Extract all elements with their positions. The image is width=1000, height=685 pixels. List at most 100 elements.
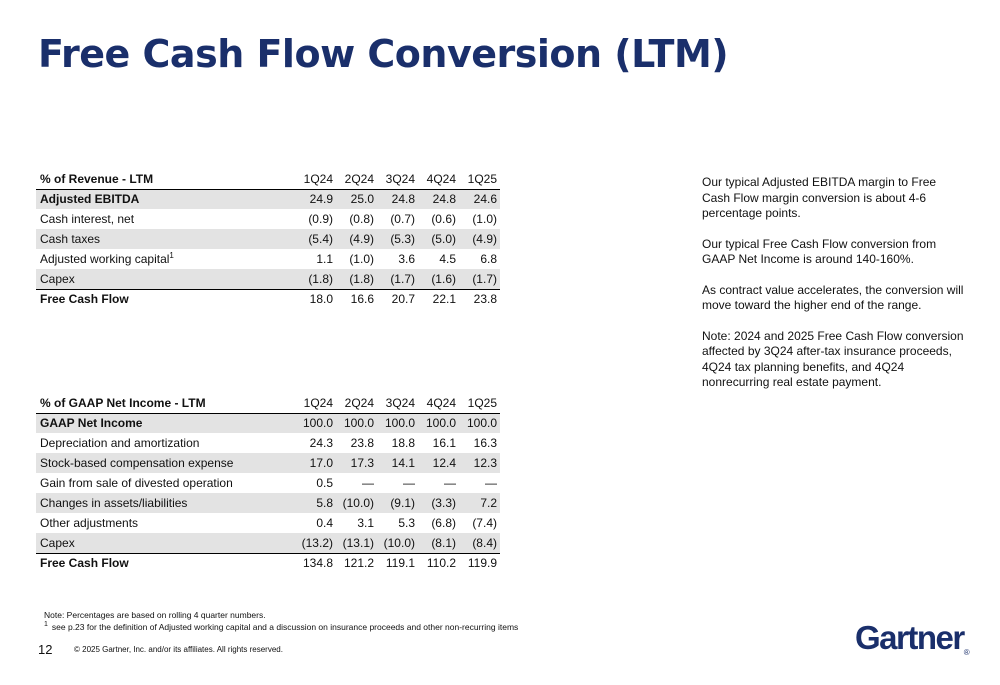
- commentary-paragraph: Note: 2024 and 2025 Free Cash Flow conve…: [702, 328, 964, 390]
- table-row: Adjusted EBITDA 24.9 25.0 24.8 24.8 24.6: [36, 189, 500, 209]
- cell-value: (4.9): [336, 229, 377, 249]
- cell-value: 110.2: [418, 552, 459, 573]
- cell-value: 100.0: [295, 413, 336, 433]
- cell-value: (5.0): [418, 229, 459, 249]
- footnote-definition: 1 see p.23 for the definition of Adjusted…: [44, 621, 518, 632]
- footnote-marker: 1: [169, 251, 174, 260]
- cell-value: (3.3): [418, 493, 459, 513]
- copyright: © 2025 Gartner, Inc. and/or its affiliat…: [74, 645, 283, 654]
- cell-value: (0.6): [431, 212, 456, 226]
- row-label: Free Cash Flow: [36, 288, 295, 309]
- row-label-text: Adjusted working capital: [40, 252, 170, 266]
- cell-value: (10.0): [377, 533, 418, 553]
- cell-value: (1.6): [418, 269, 459, 289]
- cell-value: 4.5: [439, 252, 456, 266]
- row-label: Adjusted EBITDA: [36, 189, 295, 209]
- cell-value: 14.1: [377, 453, 418, 473]
- cell-value: 23.8: [350, 436, 374, 450]
- cell-value: (9.1): [377, 493, 418, 513]
- cell-value: (1.8): [295, 269, 336, 289]
- table-header-label: % of GAAP Net Income - LTM: [36, 393, 295, 414]
- row-label: Cash taxes: [36, 229, 295, 249]
- cell-value: 17.3: [336, 453, 377, 473]
- cell-value: 22.1: [418, 288, 459, 309]
- cell-value: (8.1): [418, 533, 459, 553]
- revenue-conversion-table: % of Revenue - LTM 1Q24 2Q24 3Q24 4Q24 1…: [36, 169, 500, 309]
- cell-value: 100.0: [459, 413, 500, 433]
- cell-value: 23.8: [459, 288, 500, 309]
- cell-value: 0.4: [316, 516, 333, 530]
- period-header: 4Q24: [418, 393, 459, 414]
- cell-value: (0.7): [390, 212, 415, 226]
- cell-value: 6.8: [480, 252, 497, 266]
- row-label: Cash interest, net: [40, 212, 135, 226]
- table-row: Cash interest, net (0.9) (0.8) (0.7) (0.…: [36, 209, 500, 229]
- footnote-marker: 1: [44, 621, 48, 629]
- cell-value: (1.0): [349, 252, 374, 266]
- table-row: Changes in assets/liabilities 5.8 (10.0)…: [36, 493, 500, 513]
- cell-value: 24.3: [309, 436, 333, 450]
- cell-value: 100.0: [336, 413, 377, 433]
- cell-value: (10.0): [336, 493, 377, 513]
- cell-value: —: [444, 476, 456, 490]
- cell-value: 3.6: [398, 252, 415, 266]
- cell-value: 12.4: [418, 453, 459, 473]
- row-label: Changes in assets/liabilities: [36, 493, 295, 513]
- period-header: 1Q25: [459, 169, 500, 190]
- period-header: 1Q25: [459, 393, 500, 414]
- row-label: Capex: [36, 269, 295, 289]
- cell-value: 17.0: [295, 453, 336, 473]
- cell-value: 24.8: [377, 189, 418, 209]
- row-label: Stock-based compensation expense: [36, 453, 295, 473]
- gartner-logo: Gartner®: [855, 619, 970, 657]
- table-row: GAAP Net Income 100.0 100.0 100.0 100.0 …: [36, 413, 500, 433]
- cell-value: 5.8: [295, 493, 336, 513]
- table-row: Depreciation and amortization 24.3 23.8 …: [36, 433, 500, 453]
- cell-value: (4.9): [459, 229, 500, 249]
- period-header: 4Q24: [418, 169, 459, 190]
- cell-value: (5.4): [295, 229, 336, 249]
- cell-value: 1.1: [316, 252, 333, 266]
- row-label: GAAP Net Income: [36, 413, 295, 433]
- commentary-paragraph: Our typical Free Cash Flow conversion fr…: [702, 236, 937, 267]
- table-row: Cash taxes (5.4) (4.9) (5.3) (5.0) (4.9): [36, 229, 500, 249]
- row-label: Other adjustments: [40, 516, 139, 530]
- commentary-paragraph: Our typical Adjusted EBITDA margin to Fr…: [702, 175, 937, 220]
- cell-value: 16.6: [336, 288, 377, 309]
- cell-value: 18.8: [391, 436, 415, 450]
- table-row: Gain from sale of divested operation 0.5…: [36, 473, 500, 493]
- page-number: 12: [38, 642, 53, 657]
- cell-value: 121.2: [336, 552, 377, 573]
- cell-value: 18.0: [295, 288, 336, 309]
- commentary-paragraph: As contract value accelerates, the conve…: [702, 282, 964, 313]
- row-label: Adjusted working capital1: [36, 249, 295, 269]
- period-header: 2Q24: [336, 393, 377, 414]
- cell-value: (1.7): [377, 269, 418, 289]
- cell-value: (5.3): [377, 229, 418, 249]
- cell-value: 119.9: [459, 552, 500, 573]
- table-row: Other adjustments 0.4 3.1 5.3 (6.8) (7.4…: [36, 513, 500, 533]
- footnote-note: Note: Percentages are based on rolling 4…: [44, 610, 266, 620]
- cell-value: (1.7): [459, 269, 500, 289]
- table-total-row: Free Cash Flow 134.8 121.2 119.1 110.2 1…: [36, 552, 500, 573]
- cell-value: 100.0: [418, 413, 459, 433]
- cell-value: (13.1): [336, 533, 377, 553]
- table-total-row: Free Cash Flow 18.0 16.6 20.7 22.1 23.8: [36, 288, 500, 309]
- table-header-label: % of Revenue - LTM: [36, 169, 295, 190]
- cell-value: 7.2: [459, 493, 500, 513]
- table-header-row: % of GAAP Net Income - LTM 1Q24 2Q24 3Q2…: [36, 393, 500, 414]
- period-header: 1Q24: [295, 169, 336, 190]
- cell-value: 100.0: [377, 413, 418, 433]
- table-row: Stock-based compensation expense 17.0 17…: [36, 453, 500, 473]
- cell-value: 24.8: [418, 189, 459, 209]
- table-row: Capex (13.2) (13.1) (10.0) (8.1) (8.4): [36, 533, 500, 553]
- commentary-panel: Our typical Adjusted EBITDA margin to Fr…: [702, 175, 967, 406]
- cell-value: 24.6: [459, 189, 500, 209]
- cell-value: 12.3: [459, 453, 500, 473]
- cell-value: 3.1: [357, 516, 374, 530]
- table-header-row: % of Revenue - LTM 1Q24 2Q24 3Q24 4Q24 1…: [36, 169, 500, 190]
- cell-value: —: [485, 476, 497, 490]
- cell-value: 5.3: [398, 516, 415, 530]
- period-header: 3Q24: [377, 169, 418, 190]
- cell-value: (0.9): [308, 212, 333, 226]
